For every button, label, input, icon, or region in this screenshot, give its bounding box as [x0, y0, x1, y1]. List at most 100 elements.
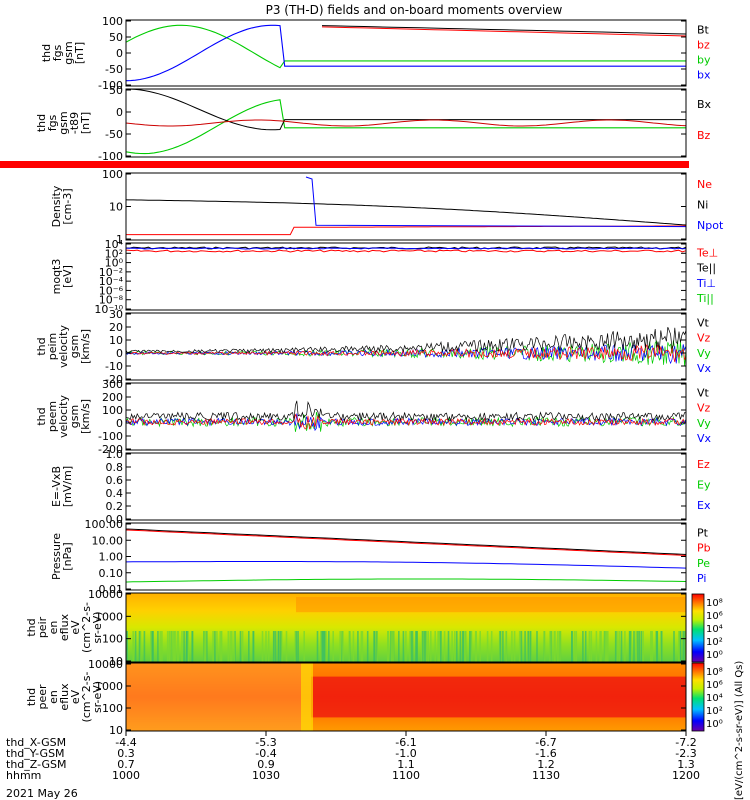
series-line	[125, 99, 686, 155]
y-tick-label: 10	[109, 655, 123, 668]
y-tick-label: -100	[98, 150, 123, 163]
y-tick-label: 50	[109, 31, 123, 44]
spectrogram-streak	[499, 631, 502, 663]
spectrogram-band	[126, 663, 311, 731]
legend-entry: bz	[697, 38, 710, 51]
spectrogram-streak	[425, 631, 428, 663]
colorbar-tick: 10⁴	[706, 693, 723, 704]
x-tick-label: 1.3	[677, 758, 695, 771]
x-tick-label: 1100	[392, 769, 420, 782]
spectrogram-band	[311, 676, 686, 718]
spectrogram-streak	[543, 631, 546, 663]
spectrogram-streak	[366, 631, 369, 663]
y-tick-label: 0	[116, 106, 123, 119]
y-tick-label: 50	[109, 84, 123, 97]
spectrogram-streak	[447, 631, 450, 663]
spectrogram-streak	[529, 631, 532, 663]
spectrogram-streak	[157, 631, 159, 663]
spectrogram-streak	[462, 631, 464, 663]
y-tick-label: 100	[102, 15, 123, 28]
spectrogram-streak	[241, 631, 244, 663]
spectrogram-streak	[214, 631, 216, 663]
panel-7: 1.00.80.60.40.20.0 E=-VxB[mV/m] Ez Ey Ex	[50, 448, 711, 526]
spectrogram-streak	[239, 631, 242, 663]
plot-title: P3 (TH-D) fields and on-board moments ov…	[266, 3, 563, 17]
x-tick-label: -4.4	[115, 736, 136, 749]
spectrogram-streak	[342, 631, 344, 663]
x-tick-label: 1030	[252, 769, 280, 782]
y-tick-label: -20	[105, 373, 123, 386]
spectrogram-streak	[638, 631, 640, 663]
panel-label-line: E=-VxB	[50, 466, 63, 507]
spectrogram-streak	[479, 631, 481, 663]
legend-entry: Bz	[697, 129, 711, 142]
spectrogram-streak	[511, 631, 513, 663]
series-line	[126, 247, 687, 250]
series-line	[125, 400, 687, 422]
y-tick-label: 10	[109, 334, 123, 347]
panel-label-line: eflux	[58, 613, 71, 641]
spectrogram-streak	[391, 631, 394, 663]
colorbar-label: [eV/(cm^2-s-sr-eV)] (All Qs)	[734, 661, 745, 800]
series-line	[125, 578, 687, 583]
spectrogram-streak	[604, 631, 606, 663]
legend-entry: Ey	[697, 478, 711, 491]
legend-entry: Te⊥	[696, 246, 718, 259]
spectrogram-streak	[280, 631, 283, 663]
colorbar: 10⁸ 10⁶ 10⁴ 10² 10⁰ 10⁸ 10⁶ 10⁴ 10² 10⁰ [eV/(cm^2…	[691, 593, 745, 800]
spectrogram-streak	[405, 631, 407, 663]
x-row-label: thd_Y-GSM	[6, 747, 65, 760]
spectrogram-streak	[126, 631, 128, 663]
spectrogram-streak	[216, 631, 218, 663]
spectrogram-streak	[630, 631, 632, 663]
spectrogram-streak	[138, 631, 141, 663]
spectrogram-streak	[474, 631, 477, 663]
spectrogram-streak	[168, 631, 171, 663]
spectrogram-streak	[624, 631, 626, 663]
panel-label-line: peir	[36, 616, 49, 638]
spectrogram-streak	[231, 631, 233, 663]
panel-label-line: fgs	[51, 44, 64, 61]
spectrogram-streak	[573, 631, 576, 663]
colorbar-tick: 10⁶	[706, 611, 723, 622]
panel-label: moqt3[eV]	[50, 259, 74, 295]
spectrogram-streak	[427, 631, 429, 663]
x-tick-label: 1.1	[397, 758, 415, 771]
panel-label-line: sr-eV)	[91, 681, 104, 713]
legend-entry: Vy	[697, 347, 711, 360]
panel-frame	[125, 88, 687, 158]
spectrogram-streak	[272, 631, 275, 663]
y-tick-label: 0	[116, 47, 123, 60]
series-line	[125, 88, 686, 131]
spectrogram-streak	[187, 631, 190, 663]
panel-label-line: peer	[36, 684, 49, 710]
date-label: 2021 May 26	[6, 787, 78, 800]
spectrogram-streak	[267, 631, 270, 663]
panel-label-line: [cm-3]	[61, 188, 74, 224]
panel-label-line: (cm^2-s-	[80, 602, 93, 653]
panel-label-line: gsm	[57, 111, 70, 134]
spectrogram-streak	[673, 631, 675, 663]
panel-label-line: sr-eV)	[91, 611, 104, 643]
x-row-label: hhmm	[6, 769, 41, 782]
spectrogram-streak	[595, 631, 598, 663]
y-tick-label: 10	[109, 201, 123, 214]
spectrogram-streak	[678, 631, 680, 663]
legend-entry: Vx	[697, 362, 712, 375]
y-tick-label: 1.00	[99, 551, 124, 564]
spectrogram-streak	[536, 631, 538, 663]
series-line	[305, 176, 687, 228]
series-line	[125, 24, 686, 82]
spectrogram-streak	[321, 631, 324, 663]
colorbar-tick: 10⁸	[706, 598, 723, 609]
spectrogram-streak	[277, 631, 280, 663]
series-line	[125, 528, 687, 555]
y-tick-label: 10²	[105, 247, 123, 260]
spectrogram-streak	[502, 631, 504, 663]
panel-label: Density[cm-3]	[50, 185, 74, 227]
legend-entry: Vz	[697, 402, 711, 415]
spectrogram-streak	[152, 631, 154, 663]
spectrogram-streak	[248, 631, 250, 663]
